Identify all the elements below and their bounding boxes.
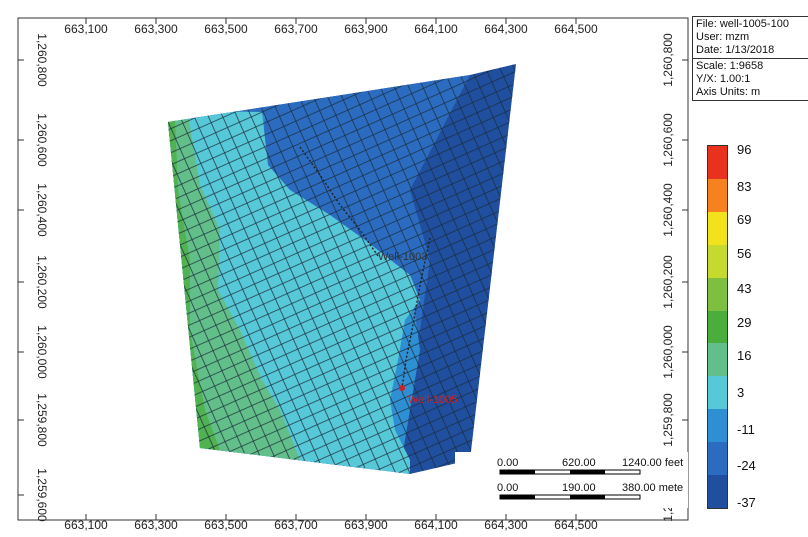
x-tick-top-2: 663,500 xyxy=(204,22,248,36)
y-axis-left: 1,260,800 1,260,600 1,260,400 1,260,200 1,26… xyxy=(18,33,49,522)
legend-label-10: -37 xyxy=(737,495,756,510)
legend-swatch-3 xyxy=(708,244,727,278)
y-tick-right-0: 1,260,800 xyxy=(661,33,675,87)
legend-label-4: 43 xyxy=(737,281,752,296)
well-1003-label: Well-1003 xyxy=(378,251,427,263)
scale-meters-2: 380.00 mete xyxy=(622,482,683,494)
scale-meters-1: 190.00 xyxy=(562,482,596,494)
x-tick-bottom-4: 663,900 xyxy=(344,518,388,532)
y-tick-right-1: 1,260,600 xyxy=(661,113,675,167)
y-tick-left-1: 1,260,600 xyxy=(35,113,49,167)
y-tick-right-4: 1,260,000 xyxy=(661,325,675,379)
legend-swatch-4 xyxy=(708,277,727,311)
legend-swatch-5 xyxy=(708,310,727,344)
info-scale: Scale: 1:9658 xyxy=(696,60,764,72)
y-tick-right-2: 1,260,400 xyxy=(661,183,675,237)
x-tick-bottom-3: 663,700 xyxy=(274,518,318,532)
legend-swatch-0 xyxy=(708,146,727,179)
scale-bar-meters-graphic xyxy=(499,494,641,500)
map-canvas: 663,100 663,300 663,500 663,700 663,900 664,1… xyxy=(17,17,689,532)
scale-feet-0: 0.00 xyxy=(497,457,518,469)
legend-swatch-6 xyxy=(708,343,727,377)
y-tick-right-3: 1,260,200 xyxy=(661,255,675,309)
x-tick-bottom-5: 664,100 xyxy=(414,518,458,532)
y-tick-left-0: 1,260,800 xyxy=(35,33,49,87)
legend-label-7: 3 xyxy=(737,385,745,400)
scale-meters-0: 0.00 xyxy=(497,482,518,494)
legend-label-8: -11 xyxy=(737,422,755,437)
well-1005-marker[interactable] xyxy=(399,385,405,391)
well-1005-path xyxy=(401,237,431,389)
legend-color-bar xyxy=(707,145,728,509)
y-tick-left-5: 1,259,800 xyxy=(35,393,49,447)
well-1005-label: Well-1005 xyxy=(408,394,457,406)
reservoir-grid xyxy=(168,64,516,474)
well-1003-path xyxy=(299,146,379,257)
y-tick-left-3: 1,260,200 xyxy=(35,255,49,309)
x-tick-bottom-2: 663,500 xyxy=(204,518,248,532)
x-axis-top: 663,100 663,300 663,500 663,700 663,900 664,1… xyxy=(64,18,598,36)
legend-label-1: 83 xyxy=(737,179,752,194)
x-tick-bottom-0: 663,100 xyxy=(64,518,108,532)
y-tick-left-6: 1,259,600 xyxy=(35,468,49,522)
scale-bar: 0.00 620.00 1240.00 feet 0.00 190.00 380… xyxy=(455,452,688,508)
legend-swatch-1 xyxy=(708,178,727,212)
legend-label-3: 56 xyxy=(737,246,752,261)
well-paths: Well-1003 Well-1005 xyxy=(299,146,457,406)
x-tick-top-6: 664,300 xyxy=(484,22,528,36)
x-tick-top-7: 664,500 xyxy=(554,22,598,36)
info-yx: Y/X: 1.00:1 xyxy=(696,73,751,85)
x-tick-bottom-1: 663,300 xyxy=(134,518,178,532)
x-tick-top-5: 664,100 xyxy=(414,22,458,36)
map-info-box: File: well-1005-100 User: mzm Date: 1/13… xyxy=(692,16,808,101)
y-tick-right-5: 1,259,800 xyxy=(661,393,675,447)
legend-swatch-2 xyxy=(708,211,727,245)
info-file: File: well-1005-100 xyxy=(696,18,789,30)
legend-label-5: 29 xyxy=(737,315,752,330)
x-tick-bottom-6: 664,300 xyxy=(484,518,528,532)
legend-label-2: 69 xyxy=(737,212,752,227)
scale-bar-feet-graphic xyxy=(499,469,641,475)
legend-label-6: 16 xyxy=(737,348,752,363)
y-tick-left-4: 1,260,000 xyxy=(35,325,49,379)
info-user: User: mzm xyxy=(696,31,750,43)
legend-swatch-8 xyxy=(708,409,727,443)
x-tick-top-3: 663,700 xyxy=(274,22,318,36)
legend-label-9: -24 xyxy=(737,458,756,473)
scale-feet-1: 620.00 xyxy=(562,457,596,469)
x-tick-bottom-7: 664,500 xyxy=(554,518,598,532)
x-tick-top-1: 663,300 xyxy=(134,22,178,36)
legend-swatch-9 xyxy=(708,442,727,476)
x-axis-bottom: 663,100 663,300 663,500 663,700 663,900 664,1… xyxy=(64,514,598,532)
scale-feet-2: 1240.00 feet xyxy=(622,457,683,469)
x-tick-top-0: 663,100 xyxy=(64,22,108,36)
legend-swatch-10 xyxy=(708,475,727,508)
legend-swatch-7 xyxy=(708,376,727,410)
info-units: Axis Units: m xyxy=(696,86,761,98)
legend-label-0: 96 xyxy=(737,142,752,157)
x-tick-top-4: 663,900 xyxy=(344,22,388,36)
info-date: Date: 1/13/2018 xyxy=(696,44,775,56)
y-tick-left-2: 1,260,400 xyxy=(35,183,49,237)
